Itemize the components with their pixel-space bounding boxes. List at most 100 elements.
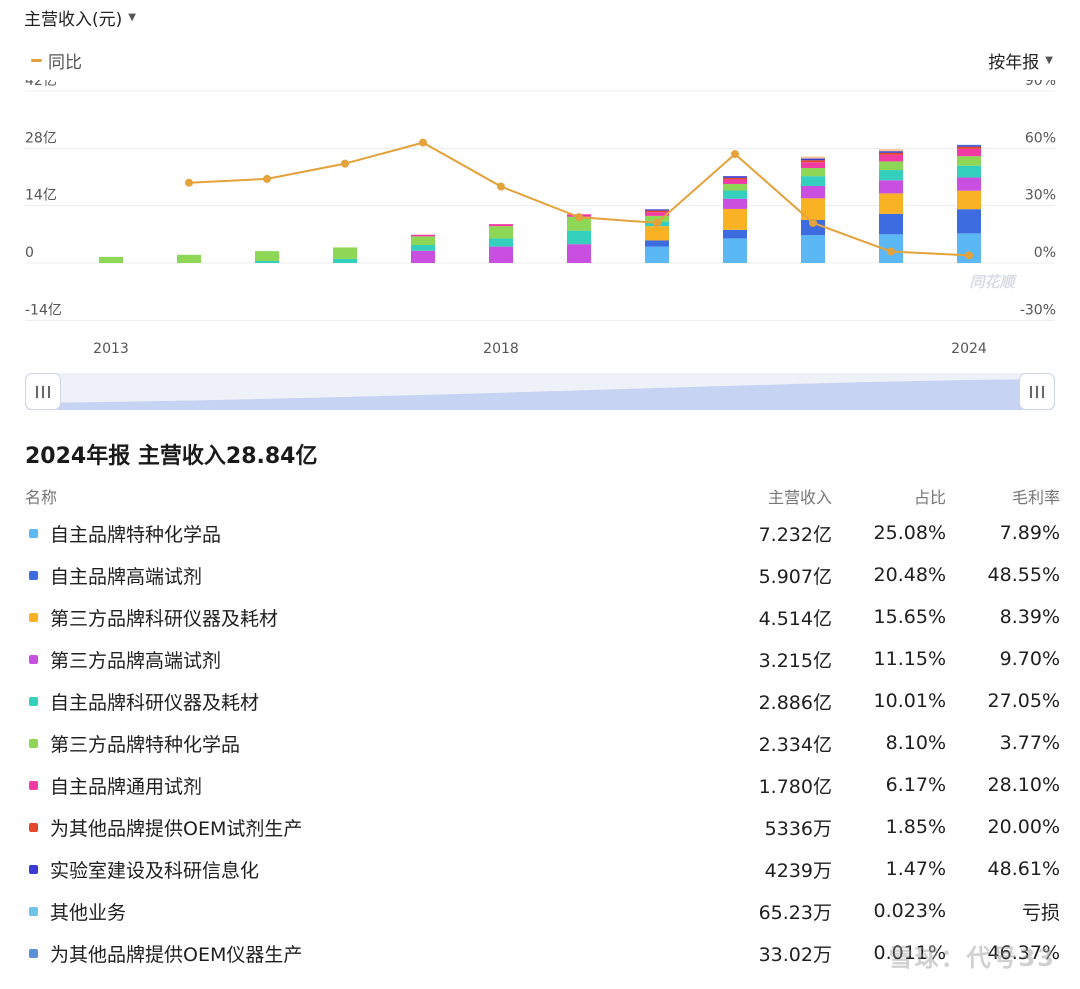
summary-title: 2024年报 主营收入28.84亿: [25, 444, 318, 469]
segment-name: 其他业务: [50, 901, 127, 924]
bar-segment: [801, 158, 825, 161]
segment-revenue: 65.23万: [758, 901, 832, 924]
bar-segment: [645, 210, 669, 213]
metric-label: 主营收入(元): [24, 10, 123, 30]
table-row[interactable]: 第三方品牌科研仪器及耗材 4.514亿 15.65% 8.39%: [25, 596, 1060, 638]
range-scroller[interactable]: [25, 373, 1055, 410]
table-row[interactable]: 实验室建设及科研信息化 4239万 1.47% 48.61%: [25, 848, 1060, 890]
segment-revenue: 7.232亿: [758, 523, 832, 546]
table-row[interactable]: 第三方品牌特种化学品 2.334亿 8.10% 3.77%: [25, 722, 1060, 764]
bar-segment: [333, 258, 357, 263]
bar-segment: [489, 246, 513, 263]
series-color-dot: [29, 570, 38, 580]
y-right-tick-label: 60%: [1025, 130, 1056, 146]
table-row[interactable]: 为其他品牌提供OEM仪器生产 33.02万 0.011% 46.37%: [25, 932, 1060, 974]
yoy-point: [809, 218, 817, 227]
bar-segment: [879, 151, 903, 153]
bar-segment: [957, 156, 981, 166]
scroller-right-handle[interactable]: [1019, 373, 1055, 410]
series-color-dot: [29, 696, 38, 706]
segment-margin: 8.39%: [999, 606, 1060, 628]
bar-segment: [723, 208, 747, 230]
table-row[interactable]: 自主品牌高端试剂 5.907亿 20.48% 48.55%: [25, 554, 1060, 596]
bar-segment: [879, 154, 903, 162]
segment-share: 25.08%: [873, 522, 946, 544]
bar-segment: [567, 244, 591, 263]
series-color-dot: [29, 948, 38, 958]
scroller-left-handle[interactable]: [25, 373, 61, 410]
bar-segment: [957, 165, 981, 178]
chart-legend[interactable]: 同比: [31, 48, 82, 73]
bar-segment: [645, 240, 669, 247]
segment-margin: 7.89%: [999, 522, 1060, 544]
yoy-point: [575, 213, 583, 222]
segment-name: 第三方品牌特种化学品: [50, 733, 241, 756]
segment-name: 自主品牌通用试剂: [50, 775, 203, 798]
bar-segment: [879, 213, 903, 235]
segment-name: 实验室建设及科研信息化: [50, 859, 260, 882]
scroller-preview-area: [25, 379, 1055, 410]
segment-margin: 48.55%: [987, 564, 1060, 586]
table-row[interactable]: 其他业务 65.23万 0.023% 亏损: [25, 890, 1060, 932]
bar-segment: [957, 177, 981, 191]
bar-segment: [723, 229, 747, 239]
bar-segment: [879, 161, 903, 171]
segment-revenue: 2.886亿: [758, 691, 832, 714]
segment-revenue: 2.334亿: [758, 733, 832, 756]
yoy-point: [653, 218, 661, 227]
bar-segment: [879, 180, 903, 194]
metric-dropdown[interactable]: 主营收入(元) ▼: [24, 5, 136, 30]
table-row[interactable]: 自主品牌科研仪器及耗材 2.886亿 10.01% 27.05%: [25, 680, 1060, 722]
segment-share: 11.15%: [873, 648, 946, 670]
bar-segment: [99, 256, 123, 263]
series-color-dot: [29, 822, 38, 832]
bar-segment: [879, 170, 903, 181]
table-row[interactable]: 自主品牌特种化学品 7.232亿 25.08% 7.89%: [25, 512, 1060, 554]
bar-segment: [723, 238, 747, 263]
bar-segment: [957, 144, 981, 146]
bar-segment: [489, 226, 513, 239]
table-body: 自主品牌特种化学品 7.232亿 25.08% 7.89% 自主品牌高端试剂 5.907亿…: [25, 512, 1060, 974]
segment-share: 1.85%: [885, 816, 946, 838]
bar-segment: [957, 190, 981, 210]
table-row[interactable]: 第三方品牌高端试剂 3.215亿 11.15% 9.70%: [25, 638, 1060, 680]
segment-margin: 28.10%: [987, 774, 1060, 796]
segment-revenue: 4239万: [764, 859, 832, 882]
bar-segment: [801, 220, 825, 236]
segment-revenue: 1.780亿: [758, 775, 832, 798]
yoy-point: [341, 159, 349, 168]
segment-share: 0.023%: [873, 900, 946, 922]
segment-revenue: 4.514亿: [758, 607, 832, 630]
y-right-tick-label: 0%: [1034, 245, 1056, 261]
segment-name: 第三方品牌科研仪器及耗材: [50, 607, 279, 630]
bar-segment: [255, 260, 279, 263]
bar-segment: [723, 190, 747, 199]
segment-share: 20.48%: [873, 564, 946, 586]
x-tick-label: 2024: [951, 341, 987, 357]
table-row[interactable]: 为其他品牌提供OEM试剂生产 5336万 1.85% 20.00%: [25, 806, 1060, 848]
bar-segment: [333, 247, 357, 259]
segment-margin: 27.05%: [987, 690, 1060, 712]
x-tick-label: 2018: [483, 341, 519, 357]
table-row[interactable]: 自主品牌通用试剂 1.780亿 6.17% 28.10%: [25, 764, 1060, 806]
bar-segment: [645, 215, 669, 222]
bar-segment: [957, 209, 981, 234]
yoy-point: [965, 251, 973, 260]
segment-name: 自主品牌特种化学品: [50, 523, 222, 546]
y-right-tick-label: -30%: [1020, 302, 1056, 318]
segment-margin: 3.77%: [999, 732, 1060, 754]
revenue-chart[interactable]: 42亿 28亿 14亿 0 -14亿 90% 60% 30% 0% -30% 2013 2018 202…: [0, 80, 1080, 365]
segment-table: 名称 主营收入 占比 毛利率 自主品牌特种化学品 7.232亿 25.08% 7.89…: [25, 484, 1060, 974]
bar-segment: [801, 160, 825, 163]
legend-label: 同比: [48, 53, 82, 73]
y-left-tick-label: 0: [25, 245, 34, 261]
period-label: 按年报: [988, 53, 1040, 73]
y-left-tick-label: 42亿: [25, 80, 57, 89]
series-color-dot: [29, 738, 38, 748]
segment-share: 8.10%: [885, 732, 946, 754]
bar-segment: [879, 193, 903, 214]
yoy-point: [419, 138, 427, 147]
period-dropdown[interactable]: 按年报 ▼: [988, 48, 1053, 73]
bar-segment: [879, 152, 903, 155]
y-right-tick-label: 30%: [1025, 188, 1056, 204]
